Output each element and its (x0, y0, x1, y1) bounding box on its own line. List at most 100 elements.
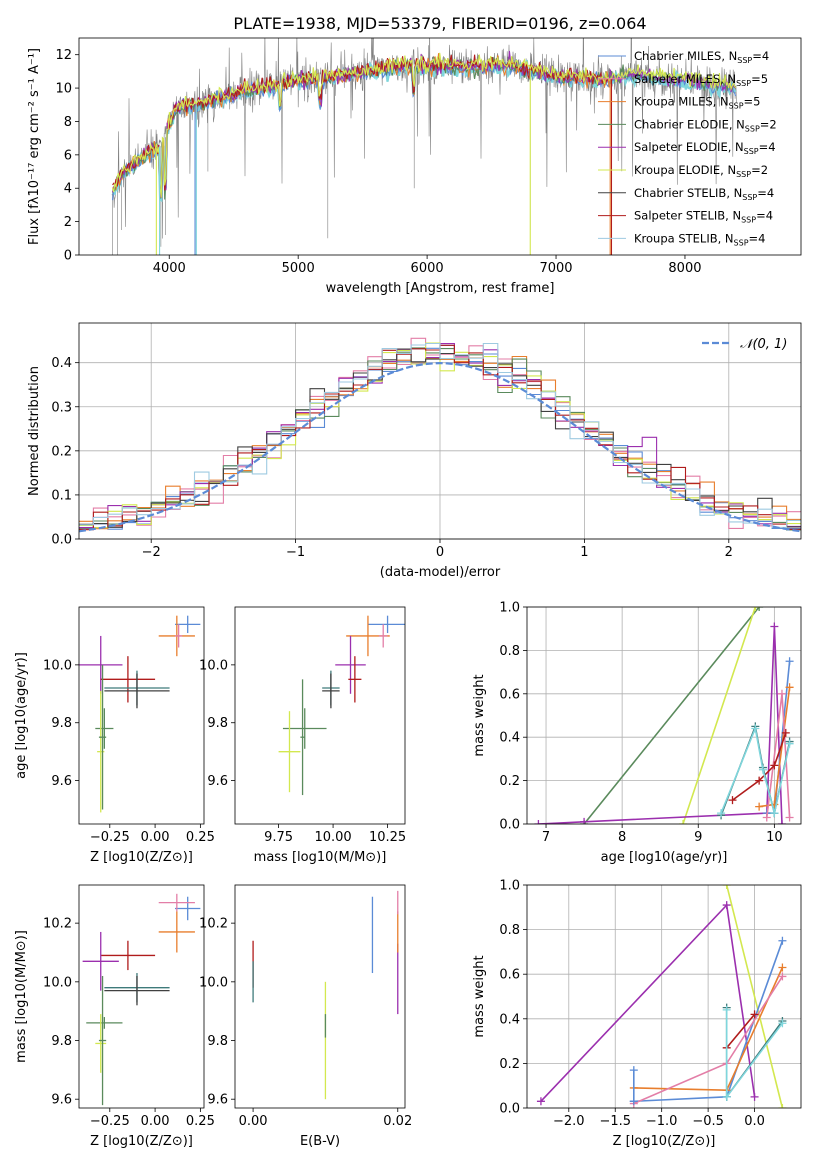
weight-marker (755, 802, 764, 811)
panel-mass_age: 9.75 10.00 10.25 9.6 9.8 10.0 mass [log10(M/M⊙… (199, 606, 406, 865)
errorbar-point (100, 656, 156, 703)
y-tick-label: 2 (64, 215, 72, 230)
errorbar-point (98, 975, 107, 1106)
y-tick-label: 10.0 (199, 658, 228, 673)
errorbar-point (300, 679, 305, 796)
x-tick-label: 0.00 (239, 1114, 268, 1129)
weight-marker (750, 1092, 759, 1101)
x-axis-label: wavelength [Angstrom, rest frame] (326, 281, 555, 296)
x-tick-label: 0.02 (383, 1114, 412, 1129)
gaussian-legend-label: 𝒩(0, 1) (740, 337, 787, 352)
weight-marker (751, 607, 760, 611)
weight-marker (781, 728, 790, 737)
x-axis-label: Z [log10(Z/Z⊙)] (613, 1134, 716, 1149)
x-tick-label: 0.0 (744, 1114, 765, 1129)
weight-marker (785, 813, 794, 822)
model-spectrum-yellow (111, 52, 737, 198)
y-tick-label: 0.2 (499, 774, 520, 789)
y-axis-label: mass weight (472, 674, 487, 756)
y-tick-label: 0.4 (499, 731, 520, 746)
axes: −0.25 0.00 0.25 9.6 9.8 10.0 10.2 Z [log10(Z/Z⊙… (14, 884, 215, 1149)
y-axis-label: Normed distribution (27, 366, 42, 496)
plot-area (82, 893, 201, 1106)
x-axis-label: E(B-V) (300, 1134, 340, 1149)
axes-frame (78, 884, 205, 1109)
x-tick-label: 6000 (411, 261, 444, 276)
errorbar-point (175, 624, 183, 648)
grid (527, 884, 801, 1109)
x-tick-label: 2 (725, 545, 733, 560)
weight-marker (785, 683, 794, 692)
y-tick-label: 10.2 (43, 917, 72, 932)
model-spectrum-blue (111, 58, 737, 201)
x-tick-label: 8000 (668, 261, 701, 276)
axes: 0.00 0.02 9.6 9.8 10.0 10.2 E(B-V) (199, 884, 412, 1149)
y-tick-label: 10 (55, 82, 72, 97)
weight-line-purple (540, 903, 756, 1102)
errorbar-point (322, 673, 340, 709)
y-tick-label: 0.0 (499, 818, 520, 833)
legend-label: Chabrier ELODIE, NSSP=2 (634, 117, 777, 133)
x-tick-label: −0.5 (692, 1114, 724, 1129)
axes: 7 8 9 10 0.0 0.2 0.4 0.6 0.8 1.0 age [log10(age/yr… (472, 601, 802, 865)
plot-area (79, 615, 201, 813)
x-tick-label: 0.00 (141, 1114, 170, 1129)
y-axis-label: mass weight (472, 955, 487, 1037)
panel-EBV_mass: 0.00 0.02 9.6 9.8 10.0 10.2 E(B-V) (199, 884, 412, 1149)
y-tick-label: 10.0 (199, 975, 228, 990)
y-tick-label: 0.0 (51, 533, 72, 548)
plot-area (536, 885, 787, 1108)
y-tick-label: 6 (64, 148, 72, 163)
panel-Z_age: −0.25 0.00 0.25 9.6 9.8 10.0 Z [log10(Z/Z⊙)] ag… (14, 606, 215, 865)
weight-marker (778, 936, 787, 945)
axes: −0.25 0.00 0.25 9.6 9.8 10.0 Z [log10(Z/Z⊙)] ag… (14, 606, 215, 865)
x-axis-label: mass [log10(M/M⊙)] (254, 850, 387, 865)
y-tick-label: 9.6 (207, 774, 228, 789)
legend-label: Kroupa ELODIE, NSSP=2 (634, 163, 768, 179)
weight-marker (785, 739, 794, 748)
x-tick-label: 9.75 (264, 830, 293, 845)
x-tick-label: 0 (436, 545, 444, 560)
axes-frame (234, 606, 406, 825)
y-tick-label: 12 (55, 48, 72, 63)
plot-area (278, 615, 405, 796)
legend-label: Chabrier STELIB, NSSP=4 (634, 186, 774, 202)
legend-label: Salpeter MILES, NSSP=5 (634, 72, 768, 88)
y-tick-label: 9.6 (51, 774, 72, 789)
y-tick-label: 0.4 (51, 356, 72, 371)
weight-marker (629, 1097, 638, 1106)
plot-area (79, 337, 801, 533)
y-tick-label: 4 (64, 182, 72, 197)
legend-label: Salpeter ELODIE, NSSP=4 (634, 140, 776, 156)
legend-label: Chabrier MILES, NSSP=4 (634, 49, 769, 65)
y-axis-label: age [log10(age/yr)] (14, 652, 29, 779)
weight-marker (778, 972, 787, 981)
weight-marker (755, 607, 764, 611)
grid (527, 606, 801, 825)
y-tick-label: 0.8 (499, 644, 520, 659)
x-tick-label: −1.5 (599, 1114, 631, 1129)
weight-line-yellow (682, 607, 757, 824)
errorbar-point (335, 635, 366, 694)
errorbar-point (100, 940, 156, 971)
y-tick-label: 0 (64, 249, 72, 264)
x-tick-label: −2.0 (553, 1114, 585, 1129)
weight-marker (629, 1066, 638, 1075)
y-tick-label: 0.3 (51, 400, 72, 415)
x-tick-label: 7 (542, 830, 550, 845)
errorbar-point (104, 975, 170, 1006)
x-tick-label: 4000 (153, 261, 186, 276)
y-tick-label: 0.2 (499, 1057, 520, 1072)
weight-marker (778, 963, 787, 972)
legend-label: Salpeter STELIB, NSSP=4 (634, 209, 773, 225)
axes: −2.0 −1.5 −1.0 −0.5 0.0 0.0 0.2 0.4 0.6 0.8 1.0 Z [… (472, 879, 802, 1149)
errorbar-point (348, 656, 362, 703)
weight-line-red (726, 1013, 756, 1049)
y-tick-label: 1.0 (499, 601, 520, 616)
x-tick-label: 0.25 (186, 1114, 215, 1129)
x-tick-label: 0.25 (186, 830, 215, 845)
panel-Z_weight: −2.0 −1.5 −1.0 −0.5 0.0 0.0 0.2 0.4 0.6 0.8 1.0 Z [… (472, 879, 802, 1149)
x-tick-label: 8 (618, 830, 626, 845)
weight-marker (534, 820, 543, 824)
